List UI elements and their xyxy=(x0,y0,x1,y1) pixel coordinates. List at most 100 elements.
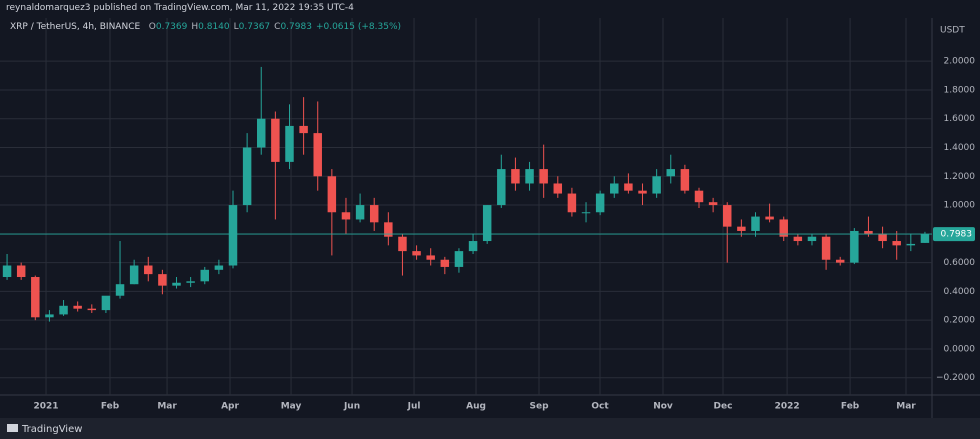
x-tick-label: Dec xyxy=(714,402,733,412)
candle-body xyxy=(807,236,817,242)
y-tick-label: −0.2000 xyxy=(936,373,975,383)
candle-body xyxy=(440,259,450,267)
candle-body xyxy=(16,265,26,278)
ohlc-key: L xyxy=(233,22,239,32)
candle-body xyxy=(652,176,661,194)
last-price-label: 0.7983 xyxy=(941,230,973,240)
ohlc-value: 0.7369 xyxy=(155,22,188,32)
y-tick-label: 0.2000 xyxy=(944,316,976,326)
x-tick-label: Feb xyxy=(101,402,120,412)
candle-body xyxy=(412,251,421,256)
candle-body xyxy=(482,205,492,242)
x-tick-label: Feb xyxy=(841,402,860,412)
candle-body xyxy=(708,202,718,206)
currency-label: USDT xyxy=(940,26,965,36)
candle-body xyxy=(257,118,266,148)
ohlc-key: C xyxy=(274,22,281,32)
candle-body xyxy=(737,226,746,231)
candle-body xyxy=(581,212,591,214)
candle-body xyxy=(31,277,40,318)
candle-body xyxy=(666,169,675,177)
candle-body xyxy=(242,147,252,206)
last-price-box xyxy=(933,227,975,242)
y-tick-label: 1.2000 xyxy=(944,172,976,182)
candle-body xyxy=(299,125,308,134)
candle-body xyxy=(920,234,930,243)
candle-body xyxy=(525,169,534,184)
candle-body xyxy=(129,265,139,285)
candle-body xyxy=(723,205,732,227)
candle-body xyxy=(87,308,97,311)
candle-body xyxy=(59,305,68,315)
ohlc-value: 0.7983 xyxy=(280,22,312,32)
x-tick-label: Jun xyxy=(343,402,360,412)
candle-body xyxy=(821,236,831,260)
candle-body xyxy=(271,118,280,162)
candle-body xyxy=(680,169,690,191)
candle-body xyxy=(45,314,54,318)
candle-body xyxy=(779,219,788,237)
y-tick-label: 0.4000 xyxy=(944,287,976,297)
ohlc-value: 0.7367 xyxy=(238,22,271,32)
candle-body xyxy=(468,241,478,252)
candle-body xyxy=(285,125,294,162)
symbol-legend: XRP / TetherUS, 4h, BINANCE O0.7369 H0.81… xyxy=(10,22,405,32)
candle-body xyxy=(878,233,887,242)
y-tick-label: 1.8000 xyxy=(944,85,976,95)
ohlc-key: O xyxy=(148,22,156,32)
candle-body xyxy=(327,176,337,213)
symbol: XRP / TetherUS, 4h, BINANCE xyxy=(10,22,141,32)
x-tick-label: Apr xyxy=(221,402,239,412)
candle-body xyxy=(313,133,322,177)
candle-body xyxy=(454,251,464,267)
y-tick-label: 0.6000 xyxy=(944,258,976,268)
candle-body xyxy=(539,169,548,184)
candle-body xyxy=(73,305,82,309)
x-tick-label: Nov xyxy=(653,402,673,412)
candle-body xyxy=(355,205,365,220)
y-tick-label: 1.0000 xyxy=(944,201,976,211)
tv-logo xyxy=(7,424,18,432)
x-tick-label: Mar xyxy=(157,402,177,412)
candle-body xyxy=(553,183,563,194)
footer-brand: TradingView xyxy=(21,424,82,435)
candle-body xyxy=(751,216,760,231)
candle-body xyxy=(158,274,167,286)
change: +0.0615 (+8.35%) xyxy=(315,22,402,32)
y-tick-label: 1.6000 xyxy=(944,114,976,124)
y-tick-label: 0.0000 xyxy=(944,344,976,354)
candle-body xyxy=(694,190,704,203)
candle-body xyxy=(101,295,111,311)
candle-body xyxy=(835,259,845,263)
y-tick-label: 1.4000 xyxy=(944,143,976,153)
candle-body xyxy=(595,193,605,213)
y-tick-label: 2.0000 xyxy=(944,57,976,67)
candle-body xyxy=(850,230,859,263)
x-tick-label: May xyxy=(281,402,302,412)
candle-body xyxy=(144,265,153,275)
candle-body xyxy=(624,183,633,191)
x-tick-label: 2021 xyxy=(34,402,59,412)
candle-body xyxy=(200,269,209,282)
x-tick-label: Oct xyxy=(591,402,609,412)
candle-body xyxy=(864,230,873,234)
candle-body xyxy=(228,205,238,266)
candle-body xyxy=(610,183,619,194)
candle-body xyxy=(906,243,916,246)
x-tick-label: Sep xyxy=(529,402,549,412)
candle-body xyxy=(214,265,224,270)
ohlc-key: H xyxy=(191,22,199,32)
candle-body xyxy=(186,281,195,283)
x-tick-label: Aug xyxy=(466,402,486,412)
candle-body xyxy=(511,169,520,184)
candle-body xyxy=(369,205,379,223)
candle-body xyxy=(115,284,125,296)
x-tick-label: 2022 xyxy=(775,402,800,412)
candle-body xyxy=(497,169,506,206)
footer-bar xyxy=(0,418,980,439)
ohlc-value: 0.8140 xyxy=(198,22,230,32)
candle-body xyxy=(426,255,435,260)
candle-body xyxy=(765,216,774,220)
